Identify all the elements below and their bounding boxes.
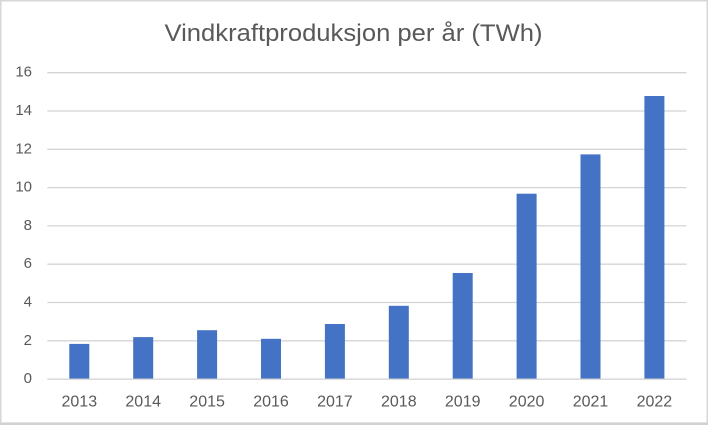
svg-text:6: 6 [24,255,32,272]
svg-text:12: 12 [15,140,32,157]
svg-text:14: 14 [15,102,32,119]
svg-text:4: 4 [24,294,32,311]
svg-text:8: 8 [24,217,32,234]
svg-text:2021: 2021 [573,394,609,411]
svg-text:2022: 2022 [637,394,673,411]
svg-text:2015: 2015 [189,394,225,411]
svg-text:2019: 2019 [445,394,481,411]
svg-text:2: 2 [24,332,32,349]
svg-text:10: 10 [15,179,32,196]
svg-text:Vindkraftproduksjon per år (TW: Vindkraftproduksjon per år (TWh) [165,20,543,47]
svg-text:2013: 2013 [62,394,98,411]
svg-text:2017: 2017 [317,394,353,411]
svg-text:2018: 2018 [381,394,417,411]
svg-text:16: 16 [15,64,32,81]
svg-text:2016: 2016 [253,394,289,411]
svg-text:2014: 2014 [125,394,161,411]
svg-text:2020: 2020 [509,394,545,411]
svg-text:0: 0 [24,370,32,387]
